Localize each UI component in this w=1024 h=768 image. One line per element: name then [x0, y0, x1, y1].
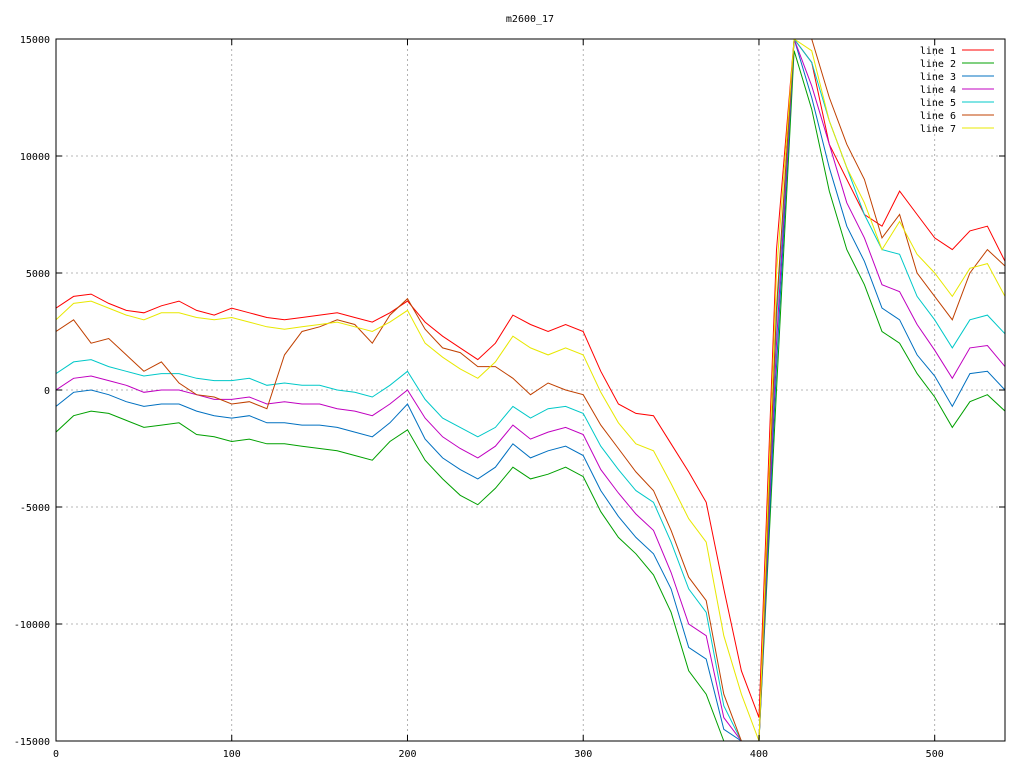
- legend-label: line 4: [920, 85, 956, 96]
- y-tick-label: 0: [44, 386, 50, 397]
- chart-title: m2600_17: [506, 14, 554, 25]
- x-tick-label: 300: [574, 749, 592, 760]
- series-line-3: [56, 39, 1005, 741]
- y-tick-label: -15000: [14, 737, 50, 748]
- y-tick-label: -5000: [20, 503, 50, 514]
- axis-ticks: -15000 -10000 -5000 0 5000 10000 15000 0 100 200 3…: [14, 35, 1005, 760]
- legend: line 1 line 2 line 3 line 4 line 5 line 6 line…: [920, 46, 994, 135]
- y-tick-label: 10000: [20, 152, 50, 163]
- series-line-6: [56, 39, 1005, 741]
- x-tick-label: 200: [398, 749, 416, 760]
- x-tick-label: 100: [223, 749, 241, 760]
- x-tick-label: 400: [750, 749, 768, 760]
- legend-label: line 1: [920, 46, 956, 57]
- legend-label: line 5: [920, 98, 956, 109]
- y-tick-label: 15000: [20, 35, 50, 46]
- series-line-2: [56, 50, 1005, 741]
- series-line-4: [56, 39, 1005, 741]
- legend-label: line 2: [920, 59, 956, 70]
- x-tick-label: 500: [926, 749, 944, 760]
- legend-label: line 6: [920, 111, 956, 122]
- y-tick-label: 5000: [26, 269, 50, 280]
- legend-label: line 7: [920, 124, 956, 135]
- y-tick-label: -10000: [14, 620, 50, 631]
- series-lines: [56, 39, 1005, 741]
- series-line-1: [56, 39, 1005, 718]
- legend-label: line 3: [920, 72, 956, 83]
- x-tick-label: 0: [53, 749, 59, 760]
- series-line-7: [56, 39, 1005, 741]
- grid-lines: [56, 39, 1005, 741]
